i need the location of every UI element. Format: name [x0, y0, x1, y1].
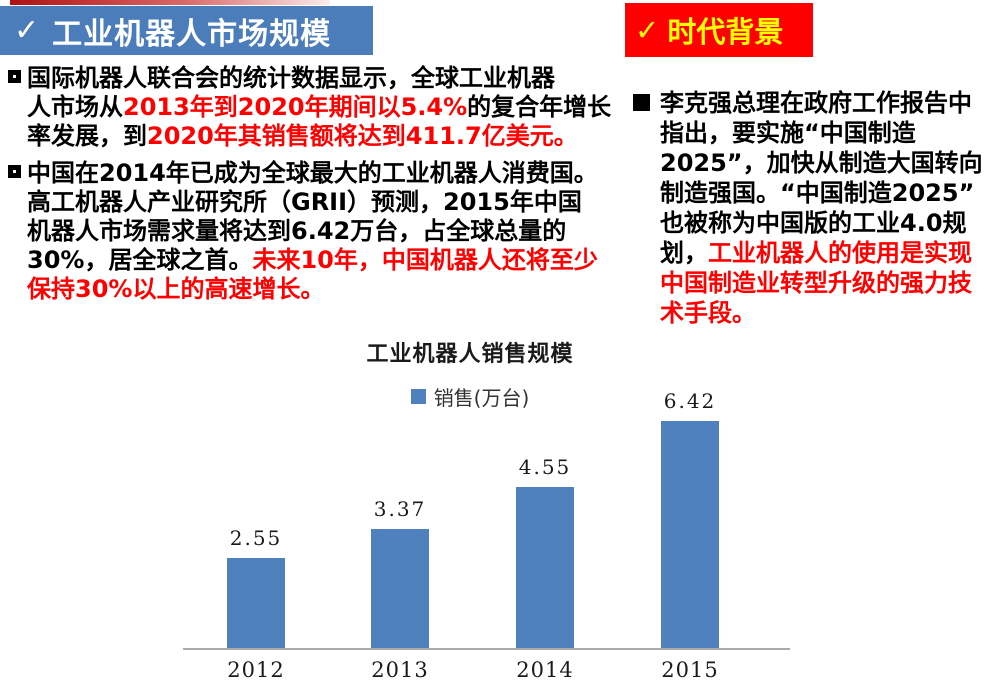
bar-value-label: 2.55 [229, 526, 283, 550]
legend-label: 销售(万台) [433, 386, 530, 410]
bar [371, 529, 429, 648]
bar [516, 487, 574, 648]
hollow-square-bullet-icon [8, 165, 21, 178]
right-section-title: 时代背景 [667, 15, 784, 49]
right-section-header: ✓ 时代背景 [625, 3, 813, 57]
bar [227, 558, 285, 648]
bullet-text: 国际机器人联合会的统计数据显示，全球工业机器 人市场从2013年到2020年期间… [27, 64, 633, 151]
x-axis-tick-label: 2013 [371, 658, 429, 682]
right-text-column: 李克强总理在政府工作报告中 指出，要实施“中国制造 2025”，加快从制造大国转… [633, 88, 989, 328]
bullet-text: 中国在2014年已成为全球最大的工业机器人消费国。 高工机器人产业研究所（GRI… [27, 159, 633, 304]
text-segment: 国际机器人联合会的统计数据显示，全球工业机器 人市场从 [27, 64, 555, 121]
bullet-text: 李克强总理在政府工作报告中 指出，要实施“中国制造 2025”，加快从制造大国转… [660, 88, 989, 328]
bullet-item: 李克强总理在政府工作报告中 指出，要实施“中国制造 2025”，加快从制造大国转… [633, 88, 989, 328]
text-segment: 中国在2014年已成为全球最大的工业机器人消费国。 高工机器人产业研究所（GRI… [27, 159, 598, 274]
text-segment: 的复合年增长 率发展，到 [27, 93, 612, 150]
text-segment: 2020年其销售额将达到411.7亿美元。 [147, 122, 578, 150]
bar [661, 421, 719, 648]
top-red-strip [10, 0, 330, 5]
x-axis-line [183, 648, 790, 650]
chart-header: 工业机器人销售规模 销售(万台) [165, 336, 775, 411]
left-section-title: 工业机器人市场规模 [52, 16, 332, 52]
text-segment: 2013年到2020年期间以5.4% [123, 93, 468, 121]
hollow-square-bullet-icon [8, 70, 21, 83]
bar-value-label: 6.42 [663, 389, 717, 413]
bar-value-label: 3.37 [373, 497, 427, 521]
bullet-item: 中国在2014年已成为全球最大的工业机器人消费国。 高工机器人产业研究所（GRI… [8, 159, 633, 304]
text-segment: 李克强总理在政府工作报告中 指出，要实施“中国制造 2025”，加快从制造大国转… [660, 89, 983, 267]
left-section-header: ✓ 工业机器人市场规模 [0, 6, 373, 55]
chart-plot: 2.55 2012 3.37 2013 4.55 2014 6.42 2015 [183, 389, 790, 682]
check-icon: ✓ [14, 13, 41, 48]
text-segment: 工业机器人的使用是实现 中国制造业转型升级的强力技 术手段。 [660, 239, 972, 327]
x-axis-tick-label: 2014 [516, 658, 574, 682]
x-axis-tick-label: 2012 [227, 658, 285, 682]
x-axis-tick-label: 2015 [661, 658, 719, 682]
chart-legend: 销售(万台) [165, 382, 775, 411]
left-text-column: 国际机器人联合会的统计数据显示，全球工业机器 人市场从2013年到2020年期间… [8, 64, 633, 304]
bar-value-label: 4.55 [518, 455, 572, 479]
check-icon: ✓ [635, 13, 660, 47]
bullet-item: 国际机器人联合会的统计数据显示，全球工业机器 人市场从2013年到2020年期间… [8, 64, 633, 151]
text-segment: 未来10年，中国机器人还将至少 保持30%以上的高速增长。 [27, 246, 598, 303]
filled-square-bullet-icon [633, 94, 650, 111]
legend-swatch [410, 389, 426, 404]
chart-title: 工业机器人销售规模 [366, 342, 574, 367]
